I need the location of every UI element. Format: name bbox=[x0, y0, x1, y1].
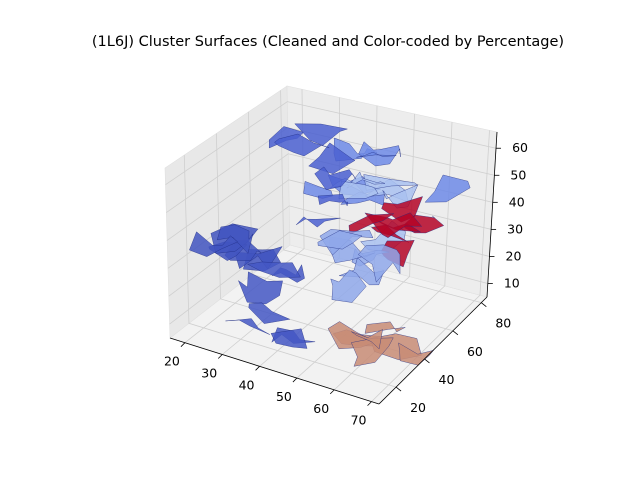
y-tick bbox=[424, 358, 430, 364]
z-tick-label: 50 bbox=[510, 167, 526, 182]
x-tick bbox=[255, 366, 260, 371]
grid-line-x bbox=[371, 130, 490, 402]
surface-patch bbox=[246, 261, 301, 278]
chart-title: (1L6J) Cluster Surfaces (Cleaned and Col… bbox=[91, 34, 565, 50]
tick-marks: 20 30 40 50 60 70 20 40 60 80 10 20 30 40 50 60 bbox=[164, 140, 528, 427]
surface-patch bbox=[308, 142, 356, 175]
surface-patch bbox=[330, 269, 367, 303]
surface-patch bbox=[317, 194, 349, 207]
grid-line-z bbox=[165, 101, 497, 186]
surface-patch bbox=[274, 133, 330, 157]
x-tick bbox=[217, 354, 223, 359]
z-tick-label: 20 bbox=[506, 248, 522, 263]
cluster-surfaces bbox=[189, 123, 471, 367]
grid-line-z bbox=[169, 231, 488, 325]
grid-line-y bbox=[183, 155, 397, 388]
x-tick-label: 20 bbox=[164, 354, 180, 369]
y-tick bbox=[395, 386, 402, 392]
surface-patch bbox=[314, 166, 357, 190]
z-tick-label: 10 bbox=[504, 275, 520, 290]
cluster-surface bbox=[268, 123, 357, 228]
x-tick-label: 50 bbox=[276, 389, 292, 404]
surface-patch bbox=[398, 342, 435, 366]
x-tick-label: 70 bbox=[351, 413, 367, 428]
surface-patch bbox=[270, 328, 308, 349]
y-tick-label: 20 bbox=[410, 400, 426, 415]
surface-patch bbox=[348, 213, 395, 235]
z-tick-label: 60 bbox=[512, 140, 528, 155]
cluster-surface bbox=[327, 321, 435, 367]
surface-patch bbox=[358, 244, 401, 283]
x-tick-label: 30 bbox=[201, 366, 217, 381]
grid-line-z bbox=[166, 153, 493, 241]
surface-patch bbox=[424, 174, 471, 203]
z-axis-line bbox=[486, 131, 498, 298]
y-tick-label: 60 bbox=[467, 344, 483, 359]
x-tick bbox=[292, 377, 298, 383]
surface-patch bbox=[364, 321, 406, 334]
surface-patch bbox=[317, 230, 363, 250]
grid-line-x bbox=[296, 113, 415, 379]
y-tick bbox=[452, 330, 459, 336]
x-tick bbox=[329, 389, 335, 395]
z-tick-label: 30 bbox=[507, 221, 523, 236]
y-tick bbox=[481, 302, 487, 307]
surface-patch bbox=[350, 337, 394, 367]
surface-patch bbox=[225, 318, 270, 335]
surface-patch bbox=[216, 224, 254, 254]
axis-lines bbox=[169, 131, 498, 405]
grid-line-z bbox=[167, 179, 492, 269]
x-tick-label: 40 bbox=[239, 377, 255, 392]
grid-line-z bbox=[168, 205, 490, 297]
surface-patch bbox=[346, 171, 385, 189]
y-tick-label: 40 bbox=[439, 372, 455, 387]
surface-patch bbox=[363, 174, 419, 191]
surface-patch bbox=[351, 328, 383, 350]
x-tick bbox=[367, 401, 372, 406]
y-tick-label: 80 bbox=[495, 316, 511, 331]
surface-patch bbox=[358, 141, 401, 167]
y-axis-line bbox=[378, 296, 488, 405]
x-axis-line bbox=[169, 337, 380, 405]
surface-patch bbox=[356, 151, 397, 158]
x-tick bbox=[180, 342, 186, 347]
cluster-surface bbox=[317, 229, 401, 303]
z-tick-label: 40 bbox=[509, 194, 525, 209]
surface-patch bbox=[295, 216, 341, 228]
surface-patch bbox=[189, 231, 239, 257]
surface-patch bbox=[248, 302, 291, 324]
cluster-surface bbox=[225, 261, 316, 349]
x-tick-label: 60 bbox=[313, 401, 329, 416]
